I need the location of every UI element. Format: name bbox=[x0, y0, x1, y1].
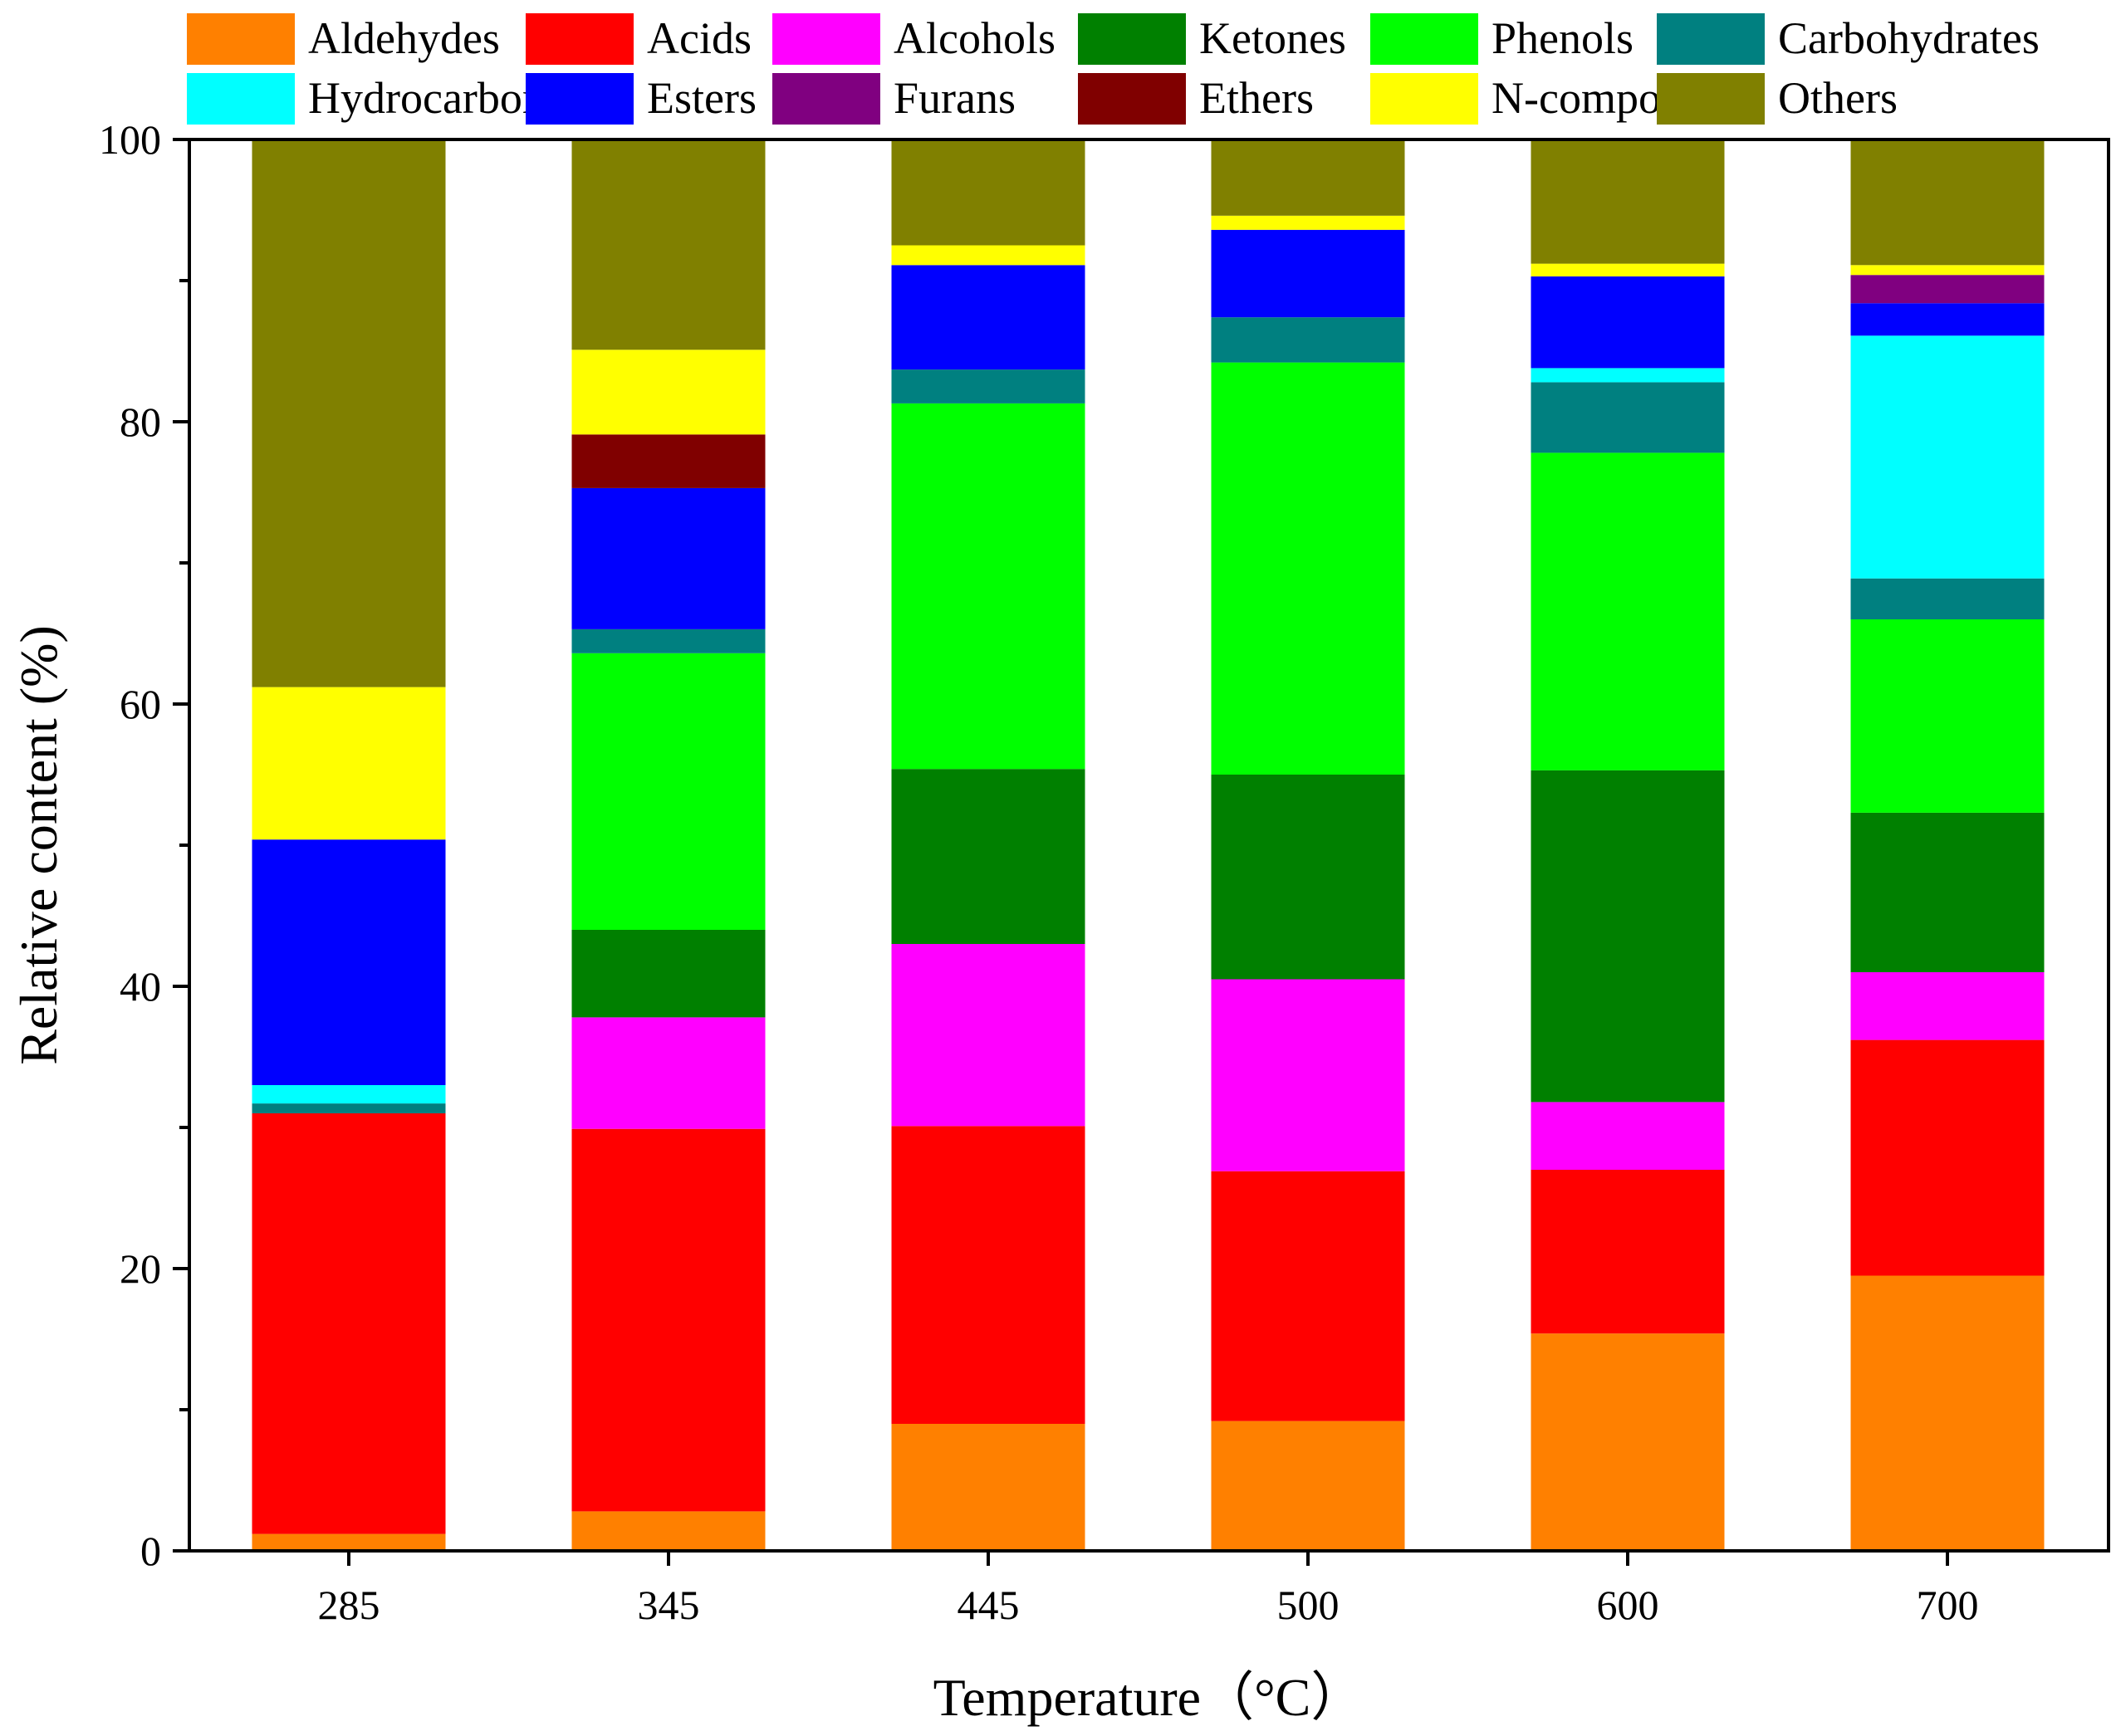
bar-500-carbohydrates bbox=[1211, 317, 1405, 363]
bar-700-phenols bbox=[1850, 619, 2045, 813]
bar-345-ketones bbox=[571, 930, 766, 1018]
bar-345-acids bbox=[571, 1128, 766, 1512]
legend-label-esters: Esters bbox=[647, 73, 757, 123]
bar-285-acids bbox=[252, 1113, 446, 1534]
legend-swatch-furans bbox=[772, 73, 880, 125]
bar-500-others bbox=[1211, 139, 1405, 216]
bar-500-phenols bbox=[1211, 362, 1405, 775]
legend-swatch-hydrocarbons bbox=[187, 73, 295, 125]
bar-600-carbohydrates bbox=[1531, 382, 1725, 453]
plot-frame bbox=[188, 138, 2110, 1553]
bar-700-n-compounds bbox=[1850, 265, 2045, 276]
bar-445-esters bbox=[891, 265, 1085, 370]
bar-345-n-compounds bbox=[571, 350, 766, 435]
legend-swatch-alcohols bbox=[772, 13, 880, 65]
bar-600-ketones bbox=[1531, 770, 1725, 1103]
bar-445-ketones bbox=[891, 769, 1085, 944]
legend-label-furans: Furans bbox=[894, 73, 1016, 123]
x-tick-label-600: 600 bbox=[1597, 1582, 1659, 1628]
y-axis-label: Relative content (%) bbox=[9, 625, 68, 1065]
bar-700-aldehydes bbox=[1850, 1275, 2045, 1551]
legend-label-carbohydrates: Carbohydrates bbox=[1778, 13, 2040, 63]
bar-345-carbohydrates bbox=[571, 628, 766, 653]
x-tick-label-285: 285 bbox=[318, 1582, 380, 1628]
legend-swatch-esters bbox=[526, 73, 634, 125]
legend-swatch-acids bbox=[526, 13, 634, 65]
x-axis-label: Temperature（°C） bbox=[933, 1668, 1364, 1727]
bar-600-aldehydes bbox=[1531, 1333, 1725, 1551]
x-tick-label-345: 345 bbox=[638, 1582, 700, 1628]
bar-500-n-compounds bbox=[1211, 215, 1405, 230]
legend-label-hydrocarbons: Hydrocarbons bbox=[308, 73, 562, 123]
legend-swatch-carbohydrates bbox=[1657, 13, 1765, 65]
bar-500-aldehydes bbox=[1211, 1421, 1405, 1551]
bar-345-alcohols bbox=[571, 1017, 766, 1129]
legend-label-alcohols: Alcohols bbox=[894, 13, 1056, 63]
bar-700-furans bbox=[1850, 275, 2045, 304]
bar-600-esters bbox=[1531, 276, 1725, 369]
y-tick-label-40: 40 bbox=[120, 963, 161, 1010]
y-tick-label-80: 80 bbox=[120, 399, 161, 445]
bar-600-others bbox=[1531, 139, 1725, 264]
legend-swatch-n-compounds bbox=[1370, 73, 1478, 125]
bar-285-others bbox=[252, 139, 446, 687]
bar-600-n-compounds bbox=[1531, 263, 1725, 276]
legend-swatch-others bbox=[1657, 73, 1765, 125]
legend-swatch-phenols bbox=[1370, 13, 1478, 65]
bar-600-phenols bbox=[1531, 452, 1725, 770]
bar-345-esters bbox=[571, 487, 766, 629]
bar-345-ethers bbox=[571, 434, 766, 488]
bar-345-aldehydes bbox=[571, 1511, 766, 1551]
bar-500-ketones bbox=[1211, 775, 1405, 980]
bar-700-esters bbox=[1850, 303, 2045, 336]
x-tick-label-445: 445 bbox=[958, 1582, 1020, 1628]
legend-swatch-ketones bbox=[1078, 13, 1186, 65]
y-tick-label-60: 60 bbox=[120, 681, 161, 727]
x-axis: 285 345 445 500 600 700 bbox=[318, 1551, 1979, 1628]
bar-285-aldehydes bbox=[252, 1533, 446, 1551]
bar-700-acids bbox=[1850, 1039, 2045, 1276]
legend-label-acids: Acids bbox=[647, 13, 752, 63]
bar-600-alcohols bbox=[1531, 1102, 1725, 1170]
legend-swatch-aldehydes bbox=[187, 13, 295, 65]
bar-345-others bbox=[571, 139, 766, 350]
bar-600-acids bbox=[1531, 1170, 1725, 1334]
bar-445-n-compounds bbox=[891, 245, 1085, 266]
bar-700-others bbox=[1850, 139, 2045, 266]
bar-700-carbohydrates bbox=[1850, 578, 2045, 619]
legend-swatch-ethers bbox=[1078, 73, 1186, 125]
bar-285-carbohydrates bbox=[252, 1103, 446, 1113]
x-tick-label-700: 700 bbox=[1917, 1582, 1979, 1628]
bar-700-hydrocarbons bbox=[1850, 335, 2045, 579]
bar-500-alcohols bbox=[1211, 979, 1405, 1171]
legend: Aldehydes Acids Alcohols Ketones Phenols Carb… bbox=[187, 13, 2040, 125]
y-tick-label-0: 0 bbox=[140, 1528, 161, 1574]
y-tick-label-100: 100 bbox=[99, 116, 161, 163]
legend-label-ketones: Ketones bbox=[1199, 13, 1346, 63]
bar-500-esters bbox=[1211, 229, 1405, 318]
bar-285-esters bbox=[252, 839, 446, 1085]
legend-label-aldehydes: Aldehydes bbox=[308, 13, 500, 63]
bar-700-alcohols bbox=[1850, 972, 2045, 1040]
legend-label-ethers: Ethers bbox=[1199, 73, 1314, 123]
bar-445-phenols bbox=[891, 403, 1085, 770]
bar-445-carbohydrates bbox=[891, 369, 1085, 403]
y-axis: 0 20 40 60 80 100 bbox=[99, 116, 189, 1574]
bar-285-hydrocarbons bbox=[252, 1085, 446, 1104]
bar-500-acids bbox=[1211, 1171, 1405, 1421]
bar-700-ketones bbox=[1850, 812, 2045, 972]
x-tick-label-500: 500 bbox=[1277, 1582, 1340, 1628]
legend-label-others: Others bbox=[1778, 73, 1898, 123]
bar-445-acids bbox=[891, 1126, 1085, 1424]
y-tick-label-20: 20 bbox=[120, 1245, 161, 1292]
bar-445-others bbox=[891, 139, 1085, 246]
legend-label-phenols: Phenols bbox=[1491, 13, 1634, 63]
bar-600-hydrocarbons bbox=[1531, 368, 1725, 383]
bar-345-phenols bbox=[571, 653, 766, 930]
bars bbox=[252, 139, 2045, 1551]
bar-285-n-compounds bbox=[252, 687, 446, 840]
bar-445-aldehydes bbox=[891, 1424, 1085, 1551]
bar-445-alcohols bbox=[891, 944, 1085, 1127]
